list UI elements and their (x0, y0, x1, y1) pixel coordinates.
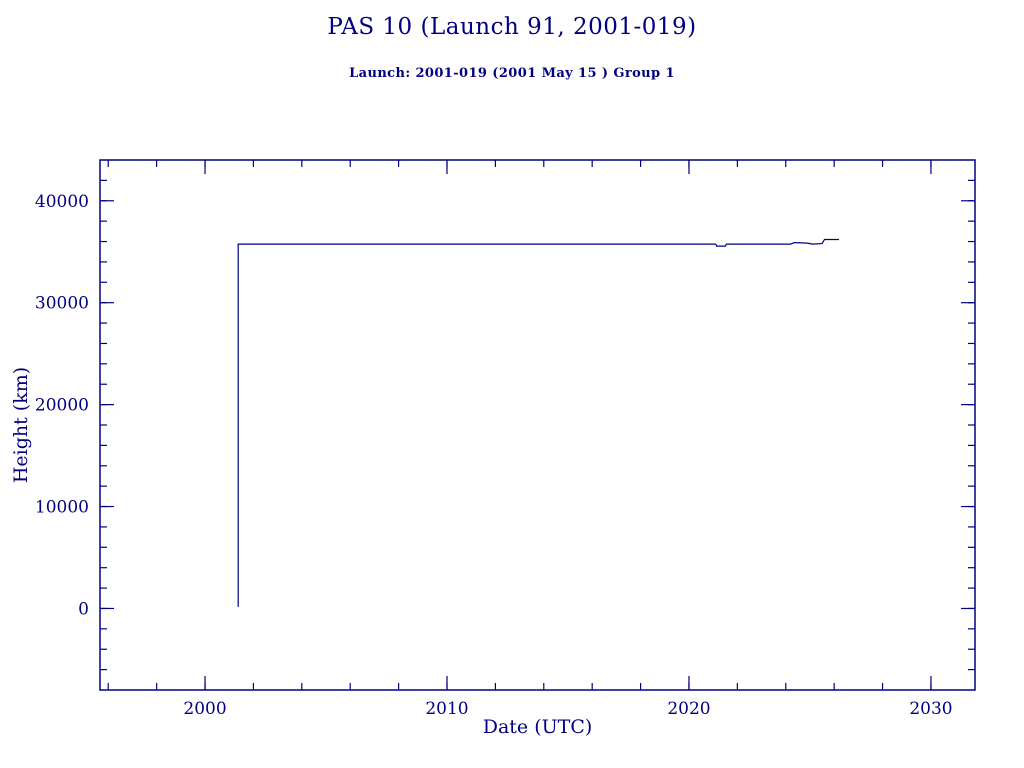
x-tick-label: 2030 (909, 699, 952, 719)
x-axis-label: Date (UTC) (482, 716, 593, 738)
y-axis-label: Height (km) (10, 366, 32, 484)
series-height-km (237, 238, 839, 607)
y-tick-label: 0 (78, 599, 89, 619)
y-tick-label: 20000 (35, 396, 89, 416)
plot-frame (99, 159, 976, 691)
x-tick-label: 2010 (425, 699, 468, 719)
y-tick-label: 10000 (35, 498, 89, 518)
y-tick-label: 40000 (35, 192, 89, 212)
x-tick-label: 2020 (667, 699, 710, 719)
chart-subtitle: Launch: 2001-019 (2001 May 15 ) Group 1 (349, 66, 675, 81)
x-tick-label: 2000 (183, 699, 226, 719)
y-tick-label: 30000 (35, 294, 89, 314)
chart-title: PAS 10 (Launch 91, 2001-019) (327, 14, 697, 40)
